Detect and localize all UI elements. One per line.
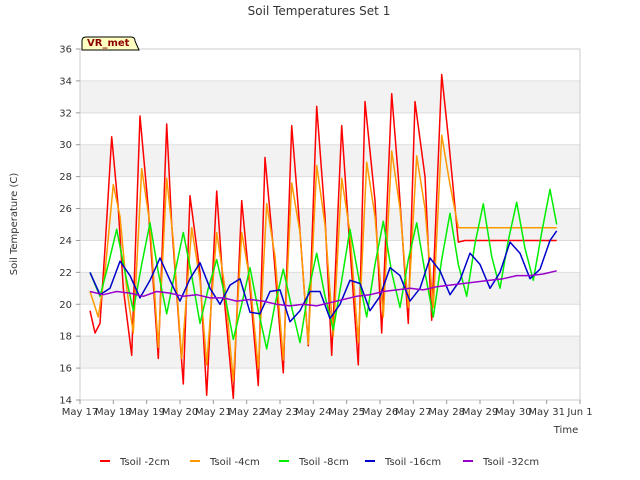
y-tick-label: 24 (59, 236, 72, 247)
y-tick-label: 28 (59, 172, 72, 183)
x-tick-label: May 17 (62, 407, 99, 418)
series-line-2 (89, 188, 558, 350)
legend-label-0: Tsoil -2cm (119, 457, 170, 468)
plot-band (80, 208, 580, 241)
x-tick-label: May 20 (162, 407, 199, 418)
y-tick-label: 32 (59, 108, 72, 119)
legend-label-3: Tsoil -16cm (384, 457, 441, 468)
legend-label-2: Tsoil -8cm (298, 457, 349, 468)
plot-band (80, 336, 580, 369)
series-layer (89, 73, 558, 400)
chart-title: Soil Temperatures Set 1 (248, 4, 391, 18)
x-tick-label: May 23 (262, 407, 299, 418)
x-tick-label: May 18 (95, 407, 132, 418)
legend-label-4: Tsoil -32cm (482, 457, 539, 468)
plot-band (80, 144, 580, 177)
x-tick-label: May 31 (528, 407, 565, 418)
badge-label: VR_met (87, 38, 130, 49)
x-tick-label: May 27 (395, 407, 432, 418)
y-tick-label: 20 (59, 300, 72, 311)
y-tick-label: 30 (59, 140, 72, 151)
y-tick-label: 18 (59, 332, 72, 343)
x-tick-label: May 25 (328, 407, 365, 418)
y-tick-label: 22 (59, 268, 72, 279)
y-tick-label: 34 (59, 76, 72, 87)
y-tick-label: 14 (59, 396, 72, 407)
y-tick-label: 36 (59, 45, 72, 56)
legend-label-1: Tsoil -4cm (209, 457, 260, 468)
series-line-3 (89, 230, 558, 323)
vr-met-badge: VR_met (81, 36, 140, 51)
x-tick-label: May 26 (362, 407, 399, 418)
plot-frame (79, 48, 581, 401)
x-tick-label: May 22 (228, 407, 265, 418)
x-tick-label: May 21 (195, 407, 232, 418)
x-tick-label: May 24 (295, 407, 332, 418)
x-tick-label: May 19 (128, 407, 165, 418)
series-line-4 (89, 270, 557, 307)
plot-band (80, 80, 580, 113)
x-tick-label: May 29 (462, 407, 499, 418)
y-axis-ticks: 14 16 18 20 22 24 26 28 30 32 34 36 (59, 45, 80, 407)
y-axis-title: Soil Temperature (C) (9, 173, 20, 276)
x-axis-title: Time (553, 425, 578, 436)
x-tick-label: Jun 1 (566, 407, 592, 418)
y-tick-label: 26 (59, 204, 72, 215)
x-tick-label: May 30 (495, 407, 532, 418)
y-tick-label: 16 (59, 364, 72, 375)
badge-shape (81, 36, 140, 51)
legend: Tsoil -2cm Tsoil -4cm Tsoil -8cm Tsoil -16c… (100, 457, 539, 468)
x-tick-label: May 28 (428, 407, 465, 418)
